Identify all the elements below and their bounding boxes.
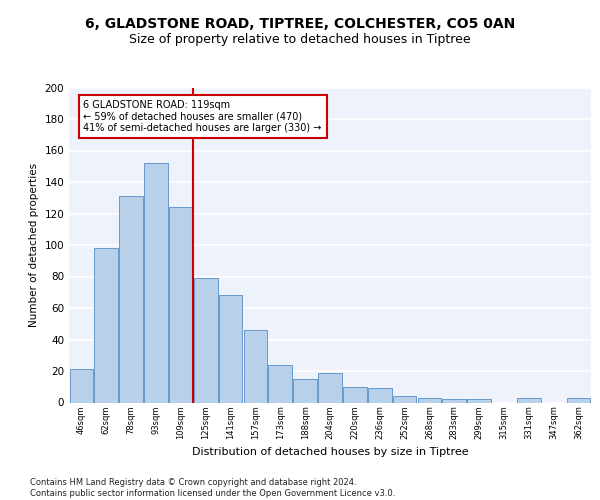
Bar [219,296,242,403]
Bar [393,396,416,402]
Bar [467,400,491,402]
Bar [70,370,93,402]
Bar [194,278,218,402]
Bar [368,388,392,402]
Bar [119,196,143,402]
X-axis label: Distribution of detached houses by size in Tiptree: Distribution of detached houses by size … [191,448,469,458]
Bar [144,163,168,402]
Bar [418,398,441,402]
Bar [244,330,267,402]
Text: Contains HM Land Registry data © Crown copyright and database right 2024.
Contai: Contains HM Land Registry data © Crown c… [30,478,395,498]
Bar [268,364,292,403]
Text: 6 GLADSTONE ROAD: 119sqm
← 59% of detached houses are smaller (470)
41% of semi-: 6 GLADSTONE ROAD: 119sqm ← 59% of detach… [83,100,322,134]
Bar [343,387,367,402]
Bar [94,248,118,402]
Bar [517,398,541,402]
Y-axis label: Number of detached properties: Number of detached properties [29,163,39,327]
Bar [293,379,317,402]
Bar [442,400,466,402]
Text: 6, GLADSTONE ROAD, TIPTREE, COLCHESTER, CO5 0AN: 6, GLADSTONE ROAD, TIPTREE, COLCHESTER, … [85,18,515,32]
Bar [318,372,342,402]
Bar [169,207,193,402]
Bar [567,398,590,402]
Text: Size of property relative to detached houses in Tiptree: Size of property relative to detached ho… [129,32,471,46]
